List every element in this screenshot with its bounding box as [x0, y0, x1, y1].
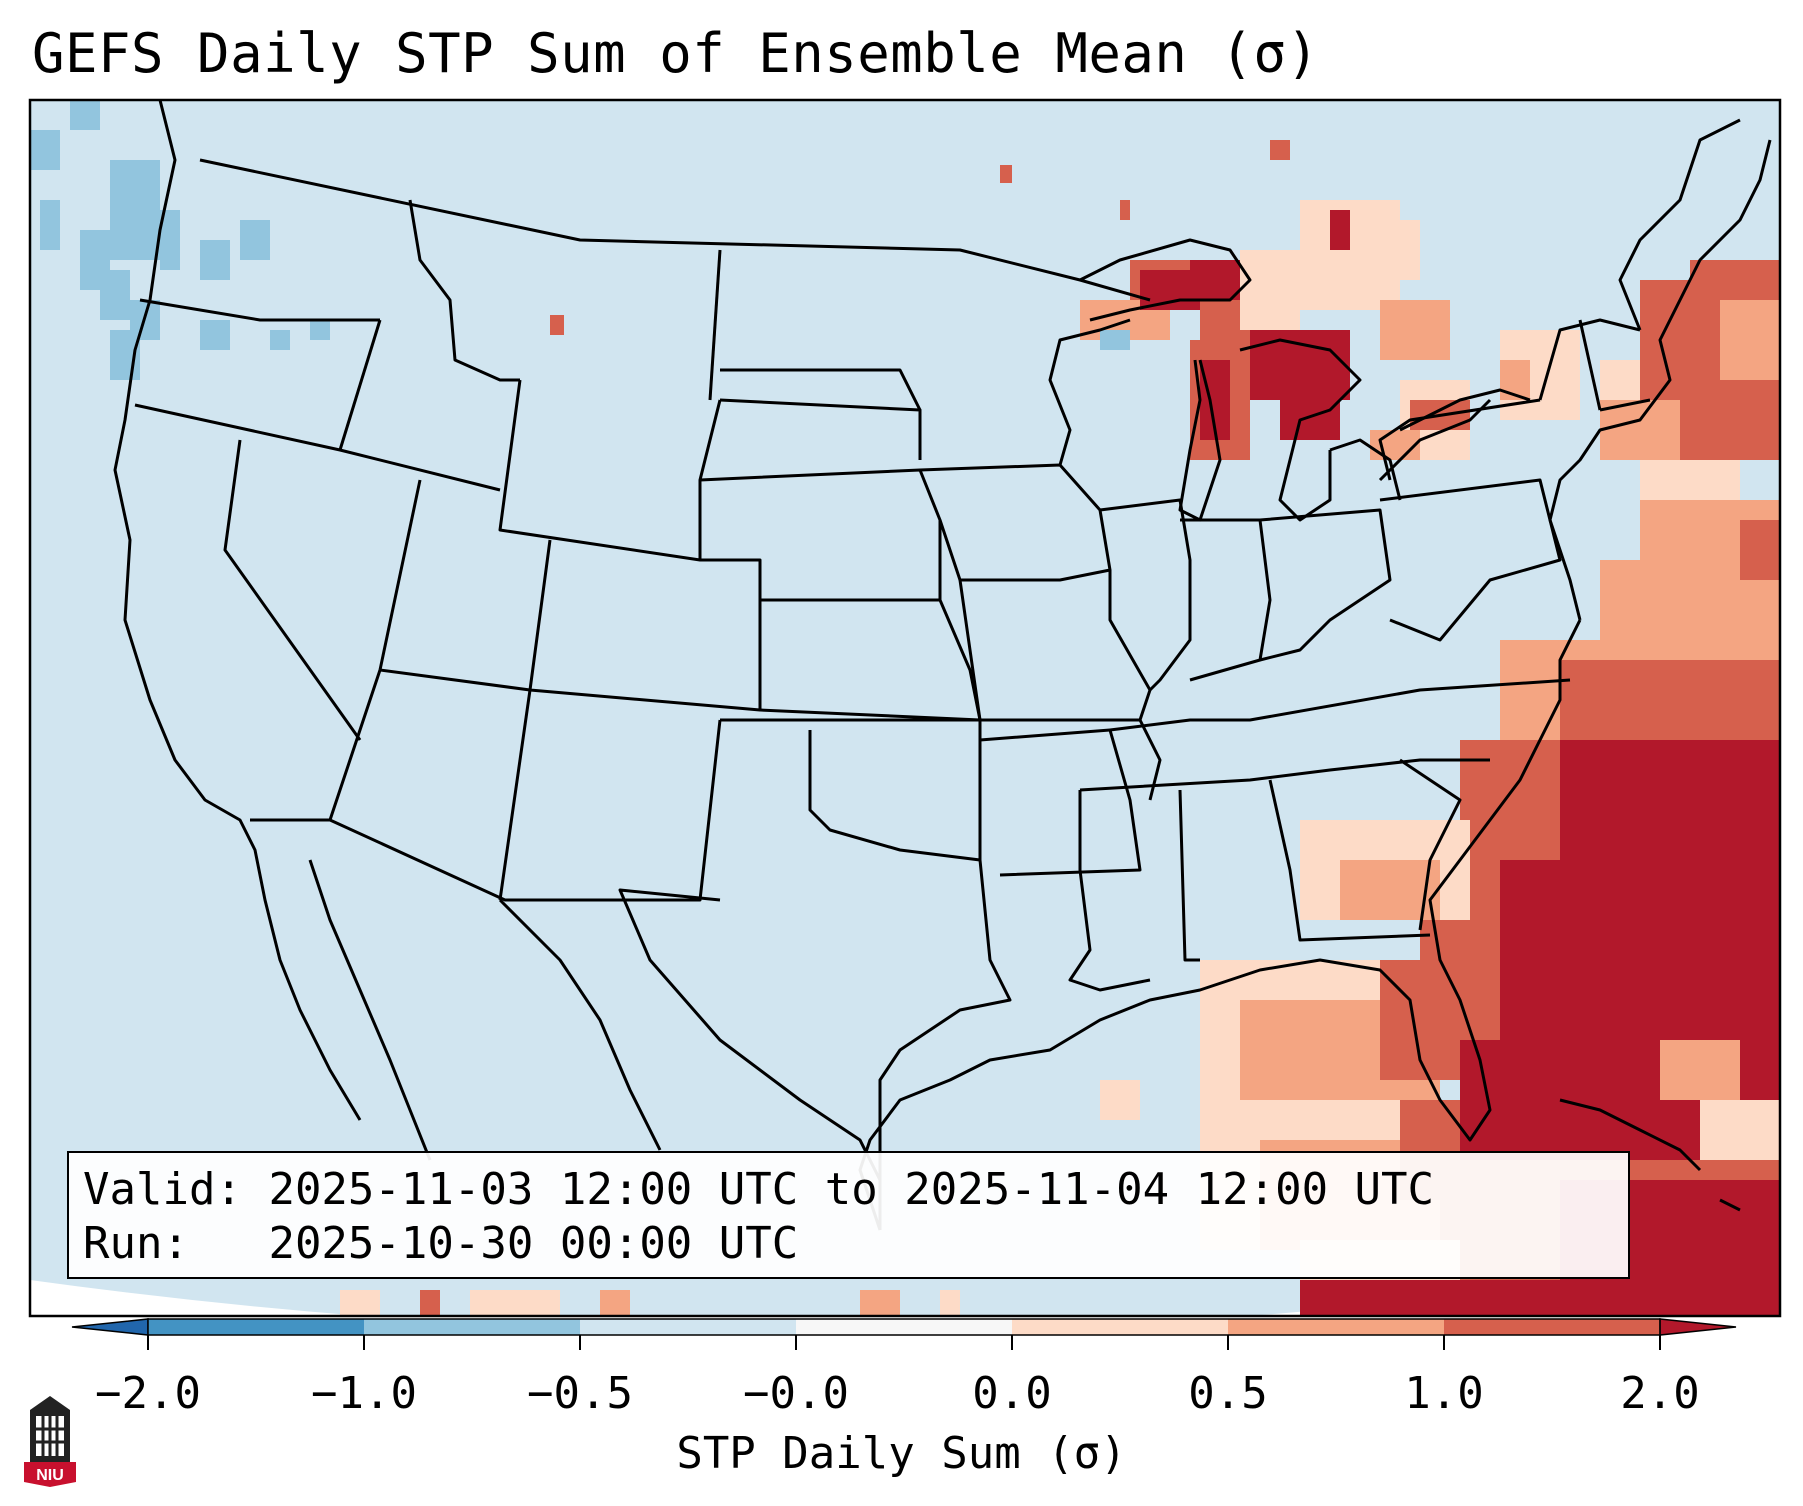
run-value: 2025-10-30 00:00 UTC	[268, 1218, 799, 1269]
negative-anomaly-pacific	[30, 100, 330, 380]
logo-text: NIU	[36, 1467, 64, 1484]
colorbar-tick-label: 0.5	[1188, 1368, 1268, 1419]
valid-run-box: Valid: 2025-11-03 12:00 UTC to 2025-11-0…	[67, 1151, 1630, 1279]
colorbar-segment	[1228, 1319, 1444, 1335]
colorbar-label: STP Daily Sum (σ)	[676, 1428, 1127, 1479]
colorbar-tick-label: −2.0	[95, 1368, 201, 1419]
colorbar-segment	[148, 1319, 364, 1335]
positive-anomaly-northeast	[1500, 260, 1780, 510]
colorbar-segment	[796, 1319, 1012, 1335]
colorbar-tick-label: 2.0	[1620, 1368, 1700, 1419]
colorbar-tick-label: −0.5	[527, 1368, 633, 1419]
colorbar-segment	[364, 1319, 580, 1335]
colorbar-segment	[1012, 1319, 1228, 1335]
valid-label: Valid:	[83, 1164, 242, 1215]
colorbar-segment	[1444, 1319, 1660, 1335]
map-title: GEFS Daily STP Sum of Ensemble Mean (σ)	[32, 22, 1320, 85]
colorbar-segment	[580, 1319, 796, 1335]
valid-value: 2025-11-03 12:00 UTC to 2025-11-04 12:00…	[268, 1164, 1435, 1215]
colorbar	[71, 1318, 1737, 1350]
colorbar-extend-high	[1659, 1318, 1737, 1336]
colorbar-tick-label: 0.0	[972, 1368, 1052, 1419]
colorbar-extend-low	[71, 1318, 149, 1336]
colorbar-tick-label: 1.0	[1404, 1368, 1484, 1419]
colorbar-tick-label: −1.0	[311, 1368, 417, 1419]
state-boundaries	[113, 100, 1772, 1231]
run-label: Run:	[83, 1218, 189, 1269]
niu-logo-icon: NIU	[24, 1396, 76, 1487]
colorbar-tick-label: −0.0	[743, 1368, 849, 1419]
